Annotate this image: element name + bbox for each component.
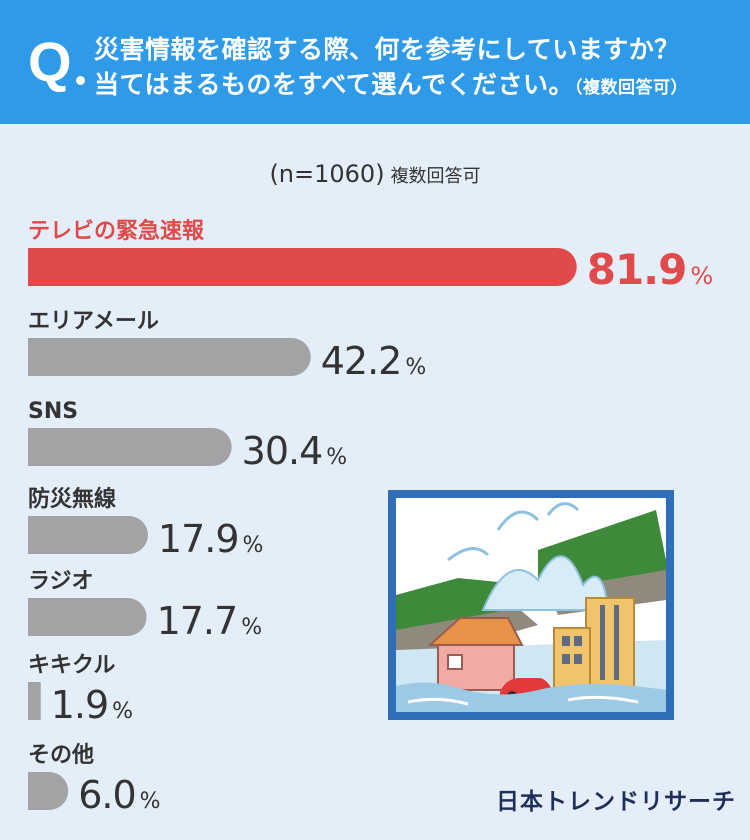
building-window-5: [562, 654, 570, 664]
flood-illustration: [388, 490, 674, 720]
wave-splash: [481, 555, 610, 611]
question-line-2-text: 当てはまるものをすべて選んでください。: [94, 70, 575, 99]
value-label: 1.9: [51, 683, 108, 727]
bar: [28, 248, 577, 286]
value-label: 42.2: [321, 339, 402, 383]
building-window-2: [614, 605, 619, 680]
percent-unit: %: [140, 789, 161, 814]
value-label: 81.9: [587, 245, 687, 294]
bar: [28, 338, 311, 376]
category-label: SNS: [28, 399, 78, 424]
building-window-4: [574, 636, 582, 646]
category-label: エリアメール: [28, 309, 159, 334]
multiple-answer-note: 複数回答可: [390, 166, 481, 187]
brand-logo: 日本トレンドリサーチ: [496, 789, 736, 815]
category-label: その他: [28, 743, 94, 768]
category-label: キキクル: [28, 653, 115, 678]
percent-unit: %: [405, 355, 426, 380]
bar: [28, 598, 147, 636]
house-roof: [427, 617, 524, 646]
question-note: （複数回答可）: [574, 78, 689, 98]
value-label: 30.4: [242, 429, 323, 473]
category-label: テレビの緊急速報: [28, 218, 205, 244]
building-window-3: [562, 636, 570, 646]
house-window: [447, 654, 463, 670]
value-label: 17.7: [157, 599, 238, 643]
bar: [28, 682, 41, 720]
value-label: 6.0: [78, 773, 135, 817]
building-window-1: [600, 605, 605, 680]
spray-lines: [447, 502, 580, 562]
question-line-2: 当てはまるものをすべて選んでください。（複数回答可）: [94, 65, 688, 101]
bar: [28, 516, 148, 554]
percent-unit: %: [243, 533, 264, 558]
category-label: ラジオ: [28, 569, 94, 594]
water-wave-front: [396, 682, 666, 712]
question-line-1: 災害情報を確認する際、何を参考にしていますか？: [94, 35, 680, 64]
building-window-6: [574, 654, 582, 664]
percent-unit: %: [241, 615, 262, 640]
percent-unit: %: [326, 445, 347, 470]
q-dot: [76, 76, 85, 85]
question-header: Q 災害情報を確認する際、何を参考にしていますか？ 当てはまるものをすべて選んで…: [0, 0, 750, 124]
sample-size: (n=1060): [269, 160, 385, 188]
sample-size-label: (n=1060) 複数回答可: [0, 160, 750, 188]
building-tall: [585, 597, 635, 689]
water-ripples: [407, 695, 639, 706]
value-label: 17.9: [158, 517, 239, 561]
percent-unit: %: [112, 699, 133, 724]
q-mark: Q: [28, 30, 72, 93]
category-label: 防災無線: [28, 486, 116, 512]
percent-unit: %: [690, 262, 713, 290]
bar: [28, 772, 69, 810]
bar: [28, 428, 232, 466]
building-short: [553, 627, 591, 691]
green-hill-left: [396, 578, 508, 640]
